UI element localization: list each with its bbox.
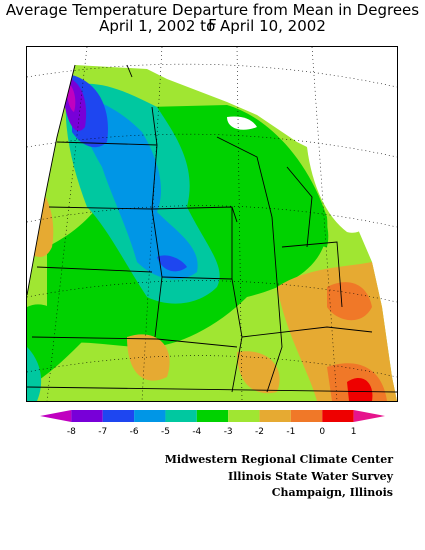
credit-line-1: Midwestern Regional Climate Center [164, 453, 393, 466]
blue-zone-iowa [157, 255, 187, 272]
boundary-oh [281, 241, 343, 308]
boundary-canada [126, 64, 133, 78]
legend-swatch [259, 410, 291, 422]
legend-swatch [353, 410, 385, 422]
darkorange-zone [327, 282, 372, 321]
legend-swatch [322, 410, 354, 422]
legend-tick-label: -7 [98, 427, 107, 437]
orange-zone-south [127, 334, 170, 381]
map-title-line2: April 1, 2002 to April 10, 2002 [99, 17, 326, 35]
boundary-ks-ok [31, 336, 238, 348]
color-legend: -8 -7 -6 -5 -4 -3 -2 -1 0 1 [40, 410, 385, 437]
credit-line-3: Champaign, Illinois [271, 486, 393, 499]
great-lakes-white [307, 146, 369, 233]
lake-superior-white [227, 116, 257, 130]
boundary-in [266, 216, 283, 393]
map-title-line1: Average Temperature Departure from Mean … [5, 1, 420, 34]
legend-swatch [134, 410, 166, 422]
legend-tick-label: -3 [224, 427, 233, 437]
boundary-nd-sd [56, 141, 158, 146]
boundary-ia-mo [161, 276, 233, 280]
orange-zone-south2 [237, 351, 280, 394]
boundary-sd-ne [48, 206, 153, 210]
credit-line-2: Illinois State Water Survey [227, 470, 393, 483]
legend-ticks: -8 -7 -6 -5 -4 -3 -2 -1 0 1 [67, 427, 357, 437]
legend-swatches [40, 410, 385, 422]
boundary-ne-ks [36, 266, 153, 273]
green-zone-sw [27, 304, 87, 387]
map-fill [27, 65, 397, 401]
green-zone-lakes [197, 136, 273, 223]
grid-lon-1 [46, 47, 88, 401]
green-zone-mich [305, 197, 329, 247]
legend-tick-label: 0 [319, 427, 325, 437]
legend-tick-label: -5 [161, 427, 170, 437]
boundary-ky [241, 326, 373, 338]
graticule [27, 47, 397, 401]
legend-swatch [196, 410, 229, 422]
boundary-wi [216, 136, 273, 218]
skyblue-zone [80, 97, 198, 280]
legend-swatch [40, 410, 72, 422]
legend-swatch [290, 410, 323, 422]
legend-tick-label: -2 [255, 427, 264, 437]
boundary-west [27, 64, 76, 296]
legend-swatch [71, 410, 103, 422]
boundary-il [231, 207, 243, 393]
temperature-map [26, 46, 398, 402]
legend-tick-label: -6 [130, 427, 139, 437]
legend-tick-label: -1 [286, 427, 295, 437]
legend-tick-label: -8 [67, 427, 76, 437]
red-zone [347, 378, 373, 401]
legend-swatch [102, 410, 135, 422]
legend-swatch [165, 410, 197, 422]
legend-tick-label: -4 [192, 427, 201, 437]
legend-tick-label: 1 [351, 427, 357, 437]
boundary-south [27, 386, 397, 393]
state-boundaries [27, 64, 397, 393]
map-svg [27, 47, 397, 401]
legend-swatch [228, 410, 260, 422]
boundary-mi [286, 166, 313, 248]
